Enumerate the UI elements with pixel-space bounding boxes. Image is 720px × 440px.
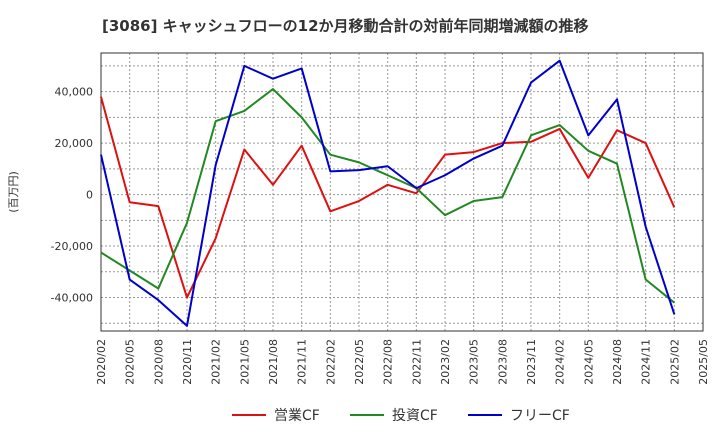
x-tick-label: 2021/02 — [210, 339, 223, 385]
x-tick-label: 2022/05 — [353, 339, 366, 385]
y-tick-label: 0 — [86, 189, 93, 202]
x-tick-label: 2022/08 — [382, 339, 395, 385]
y-tick-label: 20,000 — [55, 137, 94, 150]
x-tick-label: 2021/05 — [238, 339, 251, 385]
x-tick-label: 2025/05 — [697, 339, 710, 385]
legend-label: 営業CF — [274, 408, 320, 424]
x-tick-label: 2021/11 — [296, 339, 309, 385]
legend-label: フリーCF — [510, 408, 570, 424]
series-lines — [100, 59, 676, 327]
x-tick-label: 2023/02 — [439, 339, 452, 385]
x-tick-label: 2020/08 — [152, 339, 165, 385]
series-line — [100, 88, 675, 304]
legend: 営業CF 投資CF フリーCF — [232, 408, 570, 424]
x-tick-label: 2021/08 — [267, 339, 280, 385]
x-tick-label: 2024/05 — [582, 339, 595, 385]
x-tick-label: 2025/02 — [668, 339, 681, 385]
x-tick-label: 2020/11 — [181, 339, 194, 385]
y-axis-ticks: -40,000 -20,000 0 20,000 40,000 — [51, 86, 93, 305]
y-tick-label: -40,000 — [51, 292, 93, 305]
x-tick-label: 2020/05 — [124, 339, 137, 385]
x-tick-label: 2022/11 — [410, 339, 423, 385]
x-tick-label: 2024/08 — [611, 339, 624, 385]
y-tick-label: -20,000 — [51, 240, 93, 253]
series-line — [100, 59, 676, 327]
legend-label: 投資CF — [392, 408, 438, 424]
y-tick-label: 40,000 — [55, 86, 94, 99]
x-tick-label: 2024/11 — [640, 339, 653, 385]
x-tick-label: 2023/08 — [496, 339, 509, 385]
y-axis-label: (百万円) — [7, 171, 20, 213]
plot-border — [100, 52, 704, 332]
x-tick-label: 2024/02 — [554, 339, 567, 385]
x-tick-label: 2023/05 — [468, 339, 481, 385]
x-tick-label: 2023/11 — [525, 339, 538, 385]
x-tick-label: 2022/02 — [324, 339, 337, 385]
x-axis-ticks: 2020/02 2020/05 2020/08 2020/11 2021/02 2021/… — [95, 339, 710, 385]
x-tick-label: 2020/02 — [95, 339, 108, 385]
chart-title: [3086] キャッシュフローの12か月移動合計の対前年同期増減額の推移 — [102, 17, 589, 35]
